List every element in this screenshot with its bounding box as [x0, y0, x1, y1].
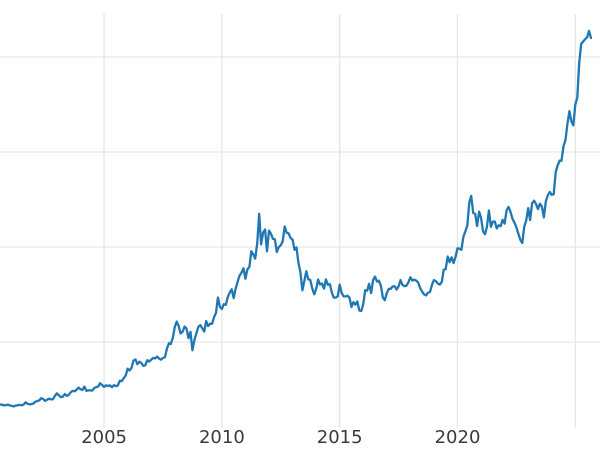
vertical-gridlines: [103, 14, 576, 428]
price-line: [0, 29, 593, 408]
horizontal-gridlines: [0, 56, 600, 343]
